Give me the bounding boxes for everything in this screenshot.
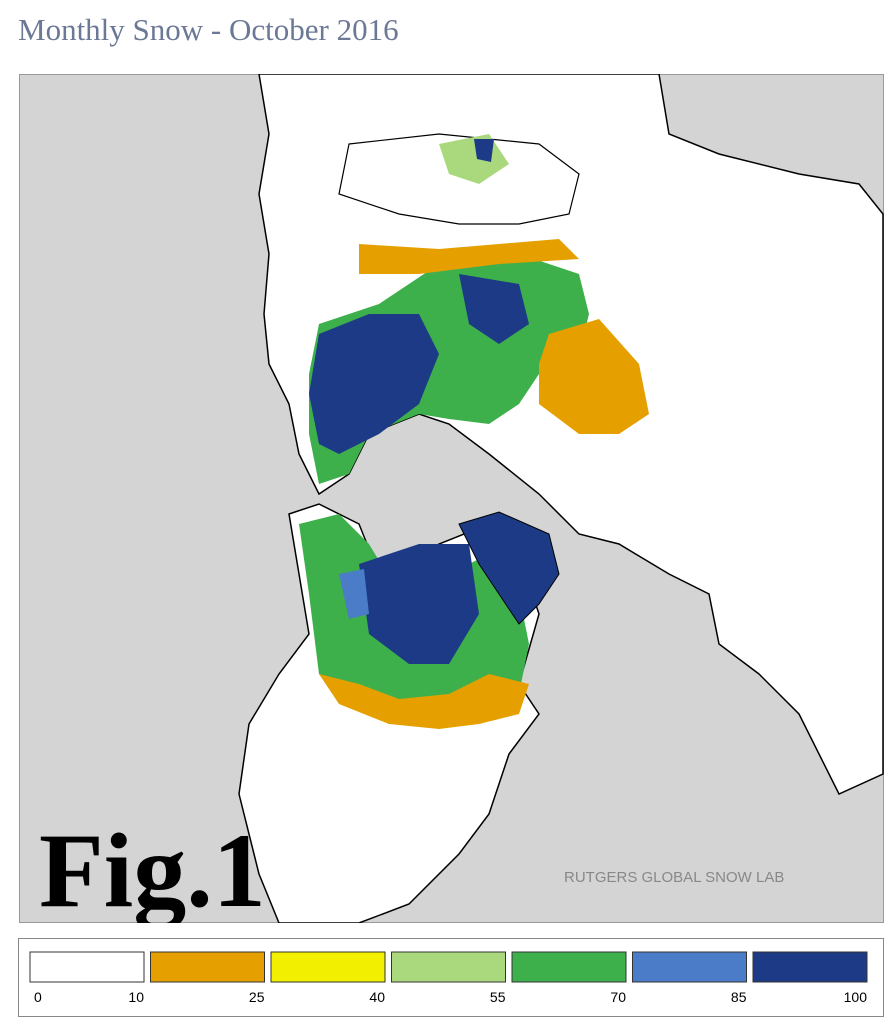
legend-label: 10: [128, 989, 144, 1005]
snow-85: [339, 569, 369, 619]
legend-swatch: [29, 951, 145, 983]
snow-100: [309, 314, 439, 454]
figure-label: Fig.1: [39, 812, 266, 923]
legend-swatch: [391, 951, 506, 983]
legend-label: 85: [731, 989, 747, 1005]
snow-100: [474, 139, 494, 162]
snow-100: [459, 274, 529, 344]
legend-swatch: [511, 951, 627, 983]
legend: 0 10 25 40 55 70 85 100: [18, 938, 884, 1017]
legend-label: 25: [249, 989, 265, 1005]
legend-swatch: [150, 951, 265, 983]
snow-25: [539, 319, 649, 434]
snow-100: [359, 544, 479, 664]
snow-25: [319, 674, 529, 729]
legend-label: 70: [610, 989, 626, 1005]
legend-label: 100: [844, 989, 868, 1005]
greenland: [458, 511, 560, 625]
legend-label: 55: [490, 989, 506, 1005]
snow-map: Fig.1 RUTGERS GLOBAL SNOW LAB: [19, 74, 884, 923]
snow-25: [359, 239, 579, 274]
legend-label: 0: [34, 989, 42, 1005]
legend-swatch: [270, 951, 386, 983]
title: Monthly Snow - October 2016: [18, 12, 399, 47]
legend-swatch: [752, 951, 868, 983]
legend-label: 40: [369, 989, 385, 1005]
legend-swatch: [632, 951, 747, 983]
credit: RUTGERS GLOBAL SNOW LAB: [564, 869, 784, 886]
